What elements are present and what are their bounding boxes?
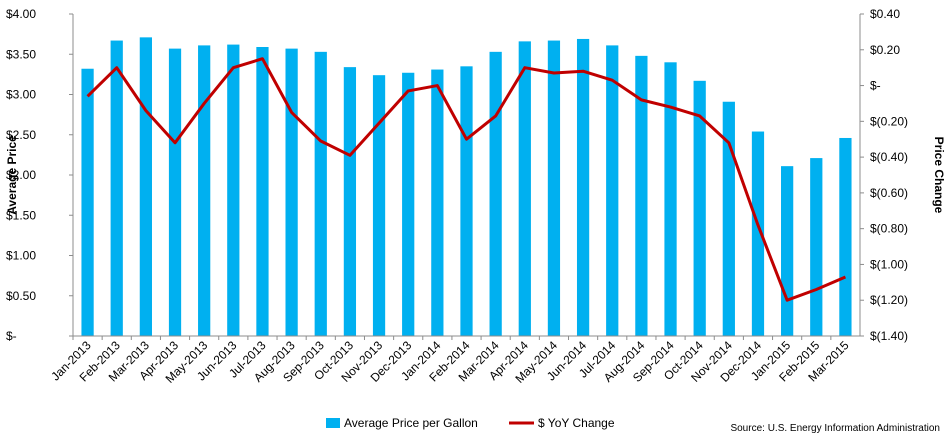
- left-axis-title: Average Price: [5, 135, 19, 215]
- left-tick-label: $4.00: [6, 7, 36, 21]
- source-note: Source: U.S. Energy Information Administ…: [730, 423, 940, 434]
- bar-Aug-2013: [285, 49, 297, 336]
- right-tick-label: $0.40: [870, 7, 900, 21]
- bar-Jan-2014: [431, 70, 443, 336]
- legend: Average Price per Gallon $ YoY Change: [326, 416, 615, 430]
- bar-Mar-2014: [490, 52, 502, 336]
- bar-Oct-2013: [344, 67, 356, 336]
- plot-area: [81, 37, 851, 336]
- left-tick-label: $3.00: [6, 88, 36, 102]
- bar-Nov-2013: [373, 75, 385, 336]
- right-tick-label: $(1.20): [870, 293, 908, 307]
- right-tick-label: $0.20: [870, 43, 900, 57]
- bar-Jun-2013: [227, 45, 239, 336]
- bar-Feb-2013: [111, 41, 123, 336]
- right-tick-label: $(1.40): [870, 329, 908, 343]
- bar-Jul-2014: [606, 45, 618, 336]
- right-tick-label: $-: [870, 79, 881, 93]
- right-tick-label: $(0.20): [870, 114, 908, 128]
- bar-Jul-2013: [256, 47, 268, 336]
- bar-Feb-2014: [460, 66, 472, 336]
- bar-Apr-2014: [519, 41, 531, 336]
- left-tick-label: $3.50: [6, 47, 36, 61]
- left-tick-label: $0.50: [6, 289, 36, 303]
- left-tick-label: $1.00: [6, 249, 36, 263]
- bar-Jun-2014: [577, 39, 589, 336]
- bar-Apr-2013: [169, 49, 181, 336]
- bar-May-2014: [548, 41, 560, 336]
- bar-May-2013: [198, 45, 210, 336]
- bar-Mar-2015: [839, 138, 851, 336]
- right-axis-title: Price Change: [932, 137, 946, 214]
- left-tick-label: $-: [6, 329, 17, 343]
- bar-Dec-2013: [402, 73, 414, 336]
- bar-Jan-2015: [781, 166, 793, 336]
- right-tick-label: $(0.80): [870, 222, 908, 236]
- legend-label-line: $ YoY Change: [538, 416, 615, 430]
- legend-label-bar: Average Price per Gallon: [344, 416, 478, 430]
- right-tick-label: $(0.60): [870, 186, 908, 200]
- legend-swatch-bar: [326, 418, 340, 428]
- bar-Sep-2013: [315, 52, 327, 336]
- bar-Mar-2013: [140, 37, 152, 336]
- right-tick-label: $(0.40): [870, 150, 908, 164]
- bar-Jan-2013: [81, 69, 93, 336]
- bar-Feb-2015: [810, 158, 822, 336]
- right-tick-label: $(1.00): [870, 257, 908, 271]
- bar-Sep-2014: [664, 62, 676, 336]
